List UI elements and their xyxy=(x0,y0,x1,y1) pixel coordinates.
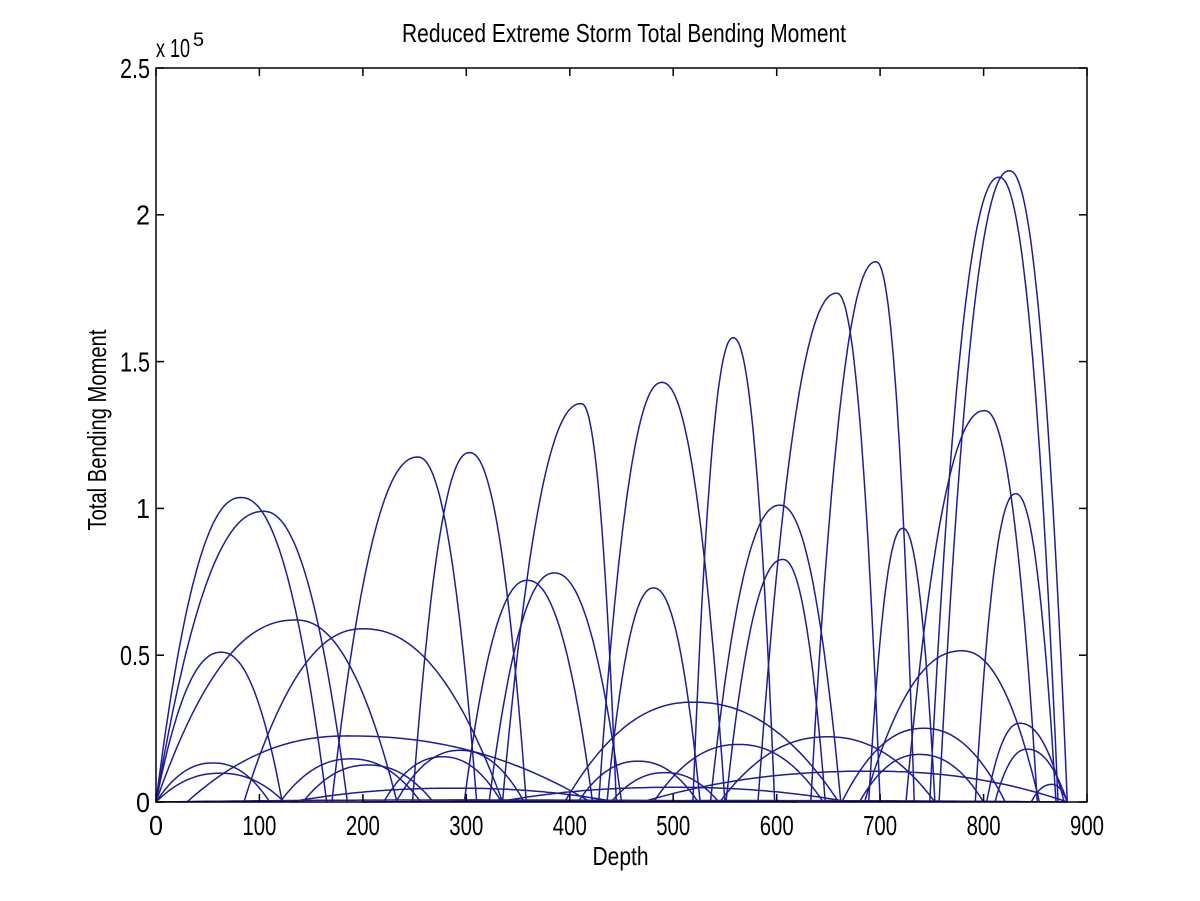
svg-text:1: 1 xyxy=(136,493,150,524)
svg-text:0: 0 xyxy=(149,810,163,841)
svg-text:2.5: 2.5 xyxy=(120,53,150,84)
svg-text:200: 200 xyxy=(346,810,380,841)
svg-text:x 10: x 10 xyxy=(156,33,190,63)
svg-text:700: 700 xyxy=(863,810,897,841)
svg-text:900: 900 xyxy=(1070,810,1104,841)
svg-text:0: 0 xyxy=(136,787,150,818)
svg-text:400: 400 xyxy=(553,810,587,841)
svg-text:500: 500 xyxy=(656,810,690,841)
svg-text:1.5: 1.5 xyxy=(120,346,150,377)
svg-text:Depth: Depth xyxy=(593,841,649,871)
svg-text:300: 300 xyxy=(449,810,483,841)
svg-text:Total Bending Moment: Total Bending Moment xyxy=(82,329,112,531)
svg-text:800: 800 xyxy=(967,810,1001,841)
svg-text:2: 2 xyxy=(136,200,150,231)
svg-text:5: 5 xyxy=(193,30,204,51)
svg-text:0.5: 0.5 xyxy=(120,640,150,671)
svg-text:100: 100 xyxy=(242,810,276,841)
svg-text:Reduced Extreme Storm Total Be: Reduced Extreme Storm Total Bending Mome… xyxy=(402,18,847,48)
svg-text:600: 600 xyxy=(760,810,794,841)
